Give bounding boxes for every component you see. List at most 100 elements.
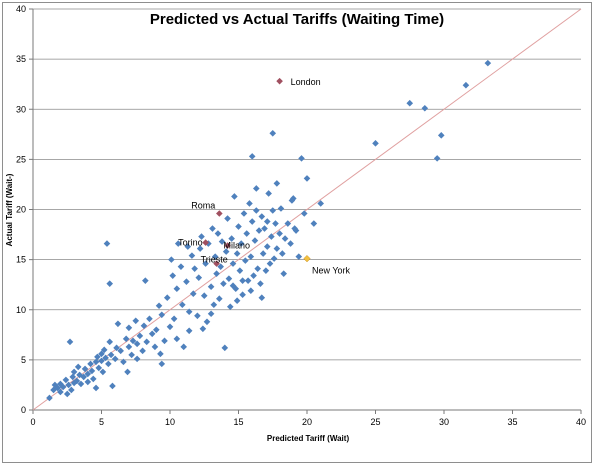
data-point-108 bbox=[237, 240, 245, 247]
data-point-76 bbox=[189, 290, 197, 298]
data-point-115 bbox=[247, 253, 255, 260]
y-tick-label-25: 25 bbox=[16, 154, 26, 164]
data-point-111 bbox=[242, 257, 249, 264]
y-tick-label-35: 35 bbox=[16, 54, 26, 64]
data-point-102 bbox=[229, 260, 237, 267]
data-point-173 bbox=[199, 325, 207, 333]
data-point-42 bbox=[122, 335, 130, 343]
highlight-point-torino bbox=[202, 239, 209, 246]
data-point-18 bbox=[80, 373, 87, 381]
y-axis-label: Actual Tariff (Wait-) bbox=[5, 173, 14, 246]
data-point-148 bbox=[317, 200, 324, 207]
y-tick-label-0: 0 bbox=[21, 405, 26, 415]
data-point-142 bbox=[292, 227, 300, 234]
data-point-82 bbox=[200, 292, 208, 300]
annotation-label-new-york: New York bbox=[312, 266, 351, 276]
x-tick-label-35: 35 bbox=[507, 417, 517, 427]
data-point-25 bbox=[92, 358, 100, 366]
data-point-30 bbox=[99, 368, 107, 376]
data-point-113 bbox=[244, 277, 252, 284]
data-point-88 bbox=[210, 301, 218, 309]
data-point-65 bbox=[170, 315, 178, 323]
data-point-160 bbox=[229, 282, 237, 289]
data-point-104 bbox=[232, 285, 240, 292]
data-point-1 bbox=[50, 386, 57, 394]
data-point-28 bbox=[98, 350, 105, 358]
data-point-133 bbox=[272, 220, 279, 227]
annotation-label-milano: Milano bbox=[224, 241, 251, 251]
data-point-172 bbox=[233, 297, 241, 305]
data-point-114 bbox=[246, 200, 253, 207]
highlight-point-trieste bbox=[213, 260, 220, 267]
data-point-52 bbox=[142, 277, 149, 284]
data-point-90 bbox=[213, 270, 220, 277]
data-point-122 bbox=[257, 280, 264, 287]
data-point-129 bbox=[266, 260, 274, 267]
data-point-84 bbox=[203, 318, 211, 326]
data-point-80 bbox=[196, 245, 204, 252]
x-tick-label-30: 30 bbox=[439, 417, 449, 427]
data-point-98 bbox=[224, 215, 231, 222]
data-point-89 bbox=[211, 253, 219, 260]
y-tick-label-5: 5 bbox=[21, 355, 26, 365]
data-point-71 bbox=[180, 343, 187, 351]
data-point-48 bbox=[133, 340, 141, 348]
data-point-36 bbox=[109, 382, 116, 390]
data-point-19 bbox=[81, 365, 89, 373]
data-point-73 bbox=[184, 243, 192, 250]
data-point-163 bbox=[185, 327, 193, 335]
data-point-47 bbox=[132, 317, 140, 325]
data-point-164 bbox=[157, 350, 164, 358]
data-point-27 bbox=[95, 364, 103, 372]
data-point-41 bbox=[120, 358, 127, 366]
data-point-170 bbox=[247, 287, 255, 295]
data-point-105 bbox=[233, 250, 241, 257]
data-point-10 bbox=[68, 386, 75, 394]
data-point-157 bbox=[484, 59, 492, 67]
data-point-4 bbox=[57, 388, 64, 396]
data-point-70 bbox=[179, 301, 186, 309]
data-point-55 bbox=[148, 330, 156, 338]
data-point-49 bbox=[136, 332, 144, 340]
data-point-58 bbox=[155, 302, 163, 310]
data-point-158 bbox=[103, 240, 111, 247]
data-point-40 bbox=[117, 347, 124, 355]
x-tick-label-0: 0 bbox=[30, 417, 35, 427]
data-point-171 bbox=[258, 294, 266, 302]
data-point-166 bbox=[92, 384, 100, 392]
data-point-118 bbox=[251, 237, 259, 244]
data-point-137 bbox=[279, 250, 286, 257]
data-point-87 bbox=[209, 225, 216, 232]
x-tick-label-10: 10 bbox=[165, 417, 175, 427]
data-point-123 bbox=[258, 213, 266, 220]
data-point-35 bbox=[107, 351, 115, 359]
data-point-29 bbox=[98, 357, 105, 365]
data-point-149 bbox=[248, 153, 256, 160]
data-point-37 bbox=[111, 355, 119, 363]
data-point-11 bbox=[69, 373, 77, 381]
data-point-128 bbox=[265, 190, 272, 197]
data-point-43 bbox=[125, 343, 133, 351]
highlight-point-new-york bbox=[303, 254, 311, 263]
data-point-7 bbox=[62, 376, 70, 384]
data-point-17 bbox=[77, 380, 85, 388]
data-point-101 bbox=[228, 235, 235, 242]
data-point-153 bbox=[421, 104, 429, 112]
data-point-99 bbox=[225, 275, 233, 282]
x-tick-label-15: 15 bbox=[233, 417, 243, 427]
data-point-62 bbox=[166, 323, 174, 331]
data-points bbox=[46, 59, 492, 402]
y-tick-label-40: 40 bbox=[16, 4, 26, 14]
y-tick-label-10: 10 bbox=[16, 305, 26, 315]
data-point-156 bbox=[462, 81, 470, 89]
data-point-13 bbox=[70, 368, 78, 376]
data-point-75 bbox=[188, 252, 196, 259]
data-point-79 bbox=[195, 274, 203, 281]
data-point-38 bbox=[113, 344, 120, 352]
data-point-67 bbox=[173, 335, 181, 343]
chart-title: Predicted vs Actual Tariffs (Waiting Tim… bbox=[150, 11, 444, 28]
data-point-60 bbox=[161, 337, 168, 345]
x-tick-label-25: 25 bbox=[370, 417, 380, 427]
data-point-134 bbox=[273, 245, 281, 252]
